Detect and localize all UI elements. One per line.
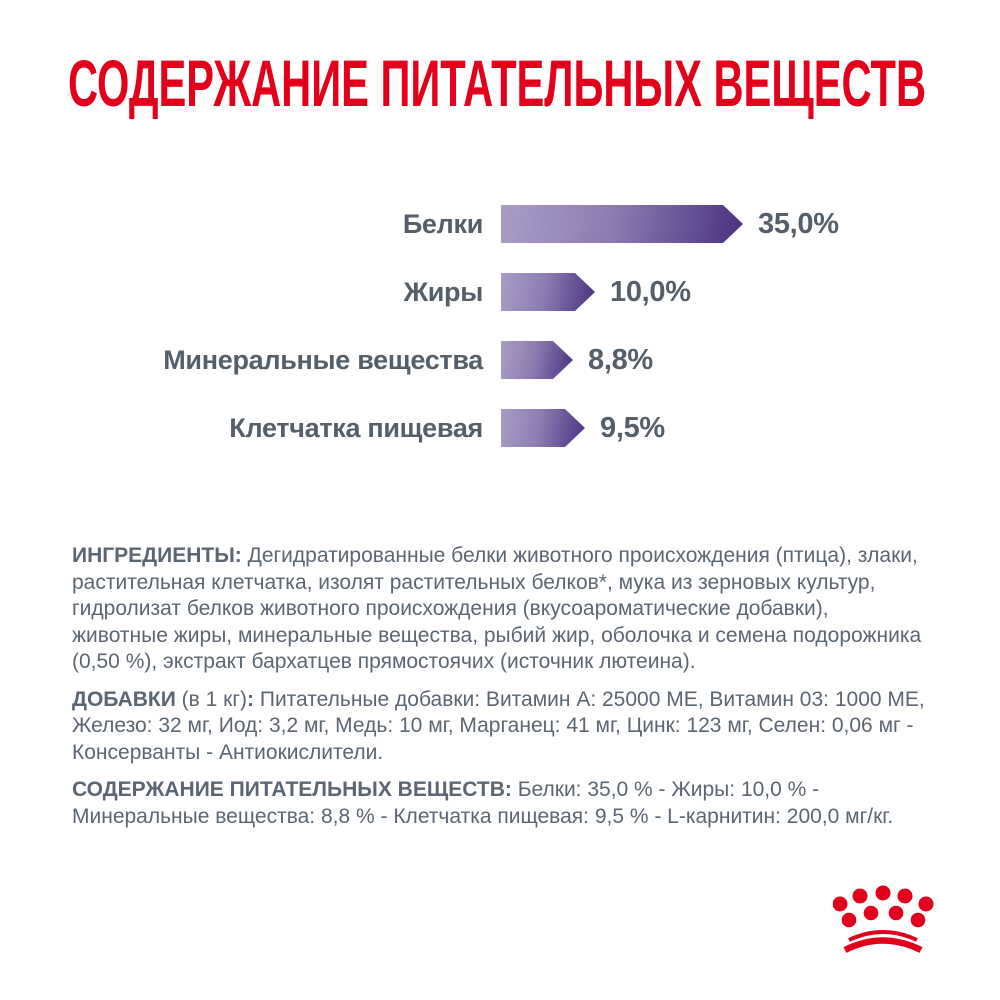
ingredients-paragraph: ИНГРЕДИЕНТЫ: Дегидратированные белки жив… <box>72 543 942 676</box>
bar-arrow-shape <box>501 205 743 243</box>
text-line: растительная клетчатка, изолят раститель… <box>72 570 942 597</box>
text-segment: гидролизат белков животного происхождени… <box>72 597 829 620</box>
bar-label: Жиры <box>403 277 484 307</box>
nutrient-bar-chart: Белки 35,0% Жиры 10,0% Минеральные вещес… <box>0 0 1000 480</box>
text-segment-bold: СОДЕРЖАНИЕ ПИТАТЕЛЬНЫХ ВЕЩЕСТВ: <box>72 778 518 801</box>
bar-row-minerals: Минеральные вещества 8,8% <box>0 341 1000 379</box>
royal-canin-crown-icon <box>833 885 934 953</box>
bar-label: Минеральные вещества <box>163 345 483 375</box>
text-line: животные жиры, минеральные вещества, рыб… <box>72 623 942 650</box>
bar-row-proteins: Белки 35,0% <box>0 205 1000 243</box>
text-segment: Белки: 35,0 % - Жиры: 10,0 % - <box>517 778 820 801</box>
text-line: Минеральные вещества: 8,8 % - Клетчатка … <box>72 804 942 831</box>
text-line: Железо: 32 мг, Иод: 3,2 мг, Медь: 10 мг,… <box>72 713 942 740</box>
analysis-paragraph: СОДЕРЖАНИЕ ПИТАТЕЛЬНЫХ ВЕЩЕСТВ: Белки: 3… <box>72 777 942 830</box>
bar-arrow-shape <box>501 273 595 311</box>
text-line: ИНГРЕДИЕНТЫ: Дегидратированные белки жив… <box>72 543 942 570</box>
info-text-block: ИНГРЕДИЕНТЫ: Дегидратированные белки жив… <box>72 543 942 841</box>
bar-arrow-shape <box>501 409 585 447</box>
bar-value: 8,8% <box>588 343 653 376</box>
crown-bands <box>843 930 923 953</box>
text-segment: растительная клетчатка, изолят раститель… <box>72 570 876 594</box>
text-line: ДОБАВКИ (в 1 кг): Питательные добавки: В… <box>72 687 942 714</box>
bar-row-fats: Жиры 10,0% <box>0 273 1000 311</box>
text-segment: Дегидратированные белки животного происх… <box>247 544 918 567</box>
text-segment: Питательные добавки: Витамин A: 25000 МЕ… <box>259 687 925 711</box>
text-segment: Консерванты - Антиокислители. <box>72 740 384 764</box>
bar-arrow-shape <box>501 341 573 379</box>
page-title: СОДЕРЖАНИЕ ПИТАТЕЛЬНЫХ ВЕЩЕСТВ <box>68 56 926 120</box>
bar-value: 35,0% <box>758 207 839 240</box>
bar-value: 10,0% <box>610 275 691 308</box>
text-line: СОДЕРЖАНИЕ ПИТАТЕЛЬНЫХ ВЕЩЕСТВ: Белки: 3… <box>72 777 942 804</box>
page-title-text: СОДЕРЖАНИЕ ПИТАТЕЛЬНЫХ ВЕЩЕСТВ <box>68 56 926 120</box>
text-segment: Минеральные вещества: 8,8 % - Клетчатка … <box>72 804 894 828</box>
text-segment: (в 1 кг) <box>181 687 248 711</box>
text-segment: животные жиры, минеральные вещества, рыб… <box>72 623 922 647</box>
text-segment: Железо: 32 мг, Иод: 3,2 мг, Медь: 10 мг,… <box>72 714 914 737</box>
bar-label: Белки <box>402 209 483 239</box>
text-segment-bold: : <box>247 687 260 711</box>
text-line: Консерванты - Антиокислители. <box>72 740 942 767</box>
bar-row-fibre: Клетчатка пищевая 9,5% <box>0 409 1000 447</box>
text-line: (0,50 %), экстракт бархатцев прямостоячи… <box>72 649 942 676</box>
bar-value: 9,5% <box>600 411 665 444</box>
text-segment-bold: ИНГРЕДИЕНТЫ: <box>72 544 248 567</box>
text-segment: (0,50 %), экстракт бархатцев прямостоячи… <box>72 650 696 673</box>
bar-label: Клетчатка пищевая <box>229 413 483 443</box>
text-line: гидролизат белков животного происхождени… <box>72 596 942 623</box>
text-segment-bold: ДОБАВКИ <box>72 687 182 711</box>
crown-dots <box>833 885 934 928</box>
additives-paragraph: ДОБАВКИ (в 1 кг): Питательные добавки: В… <box>72 687 942 767</box>
